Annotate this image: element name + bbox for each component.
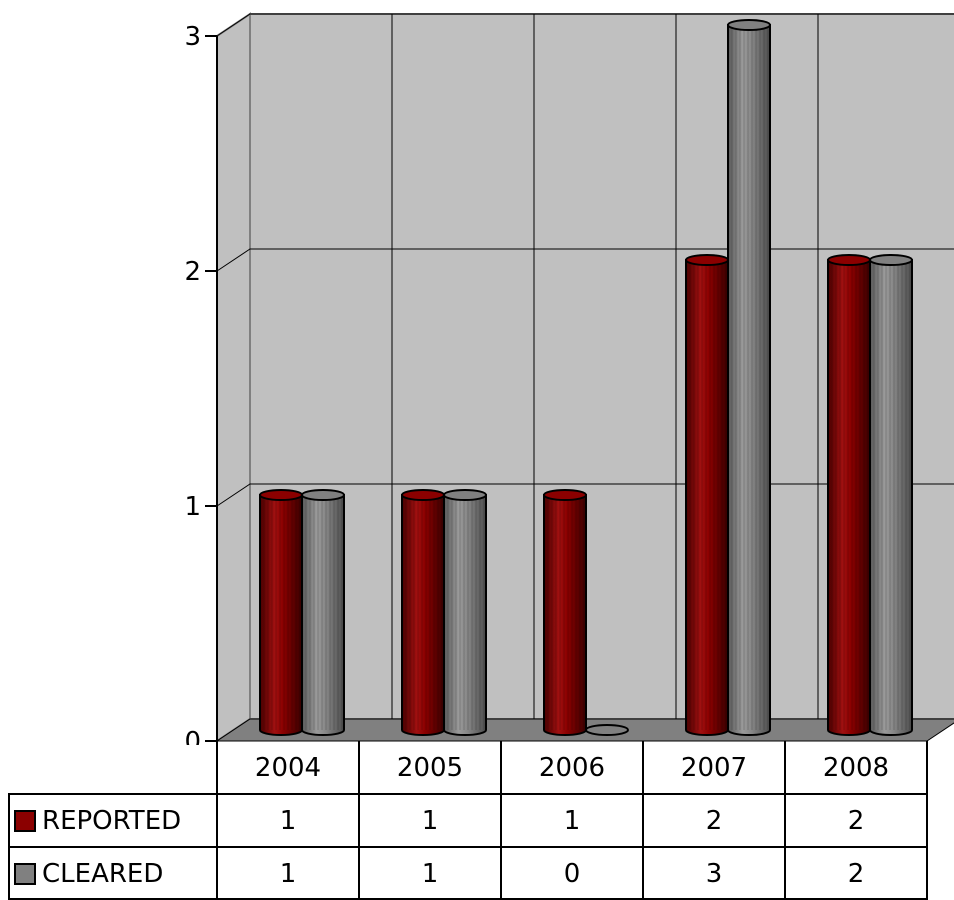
- bar-body: [727, 24, 771, 736]
- legend-label: CLEARED: [42, 858, 164, 889]
- table-vline: [216, 741, 218, 900]
- table-vline: [358, 741, 360, 900]
- bar-cleared-2004: [301, 489, 345, 736]
- bar-top: [685, 254, 729, 266]
- legend-swatch: [14, 862, 36, 885]
- x-tick-label: 2008: [822, 752, 890, 783]
- data-label: 1: [279, 805, 297, 836]
- legend-swatch: [14, 809, 36, 832]
- bar-top: [259, 489, 303, 501]
- gridline: [216, 13, 954, 37]
- gridline: [216, 248, 954, 272]
- bar-reported-2004: [259, 489, 303, 736]
- table-vline: [500, 741, 502, 900]
- bar-top: [401, 489, 445, 501]
- bar-top: [869, 254, 913, 266]
- bar-top: [727, 19, 771, 31]
- data-label: 1: [279, 858, 297, 889]
- bar-reported-2005: [401, 489, 445, 736]
- data-label: 2: [705, 805, 723, 836]
- legend-label: REPORTED: [42, 805, 182, 836]
- y-axis: 0 1 2 3: [184, 22, 218, 745]
- data-label: 1: [563, 805, 581, 836]
- bar-top: [543, 489, 587, 501]
- data-label: 3: [705, 858, 723, 889]
- data-label: 1: [421, 858, 439, 889]
- data-label: 0: [563, 858, 581, 889]
- chart-plot: 0 1 2 3: [184, 12, 954, 745]
- x-tick-label: 2006: [538, 752, 606, 783]
- bar-reported-2008: [827, 254, 871, 736]
- bar-reported-2006: [543, 489, 587, 736]
- data-label: 2: [847, 805, 865, 836]
- bar-body: [443, 494, 487, 736]
- bar-reported-2007: [685, 254, 729, 736]
- legend-entry: REPORTED: [8, 794, 217, 847]
- data-label: 1: [421, 805, 439, 836]
- data-label: 2: [847, 858, 865, 889]
- side-wall: [216, 12, 251, 743]
- bar-top: [827, 254, 871, 266]
- table-hline: [8, 793, 927, 795]
- x-tick-label: 2005: [396, 752, 464, 783]
- bar-top: [301, 489, 345, 501]
- legend-entry: CLEARED: [8, 847, 217, 900]
- bar-top: [443, 489, 487, 501]
- table-vline: [926, 741, 928, 900]
- y-tick-label: 2: [184, 257, 201, 287]
- y-tick-label: 3: [184, 22, 201, 52]
- table-vline: [642, 741, 644, 900]
- y-tick-label: 0: [184, 727, 201, 745]
- bar-body: [869, 259, 913, 736]
- table-vline: [784, 741, 786, 900]
- bar-cleared-2008: [869, 254, 913, 736]
- x-tick-label: 2007: [680, 752, 748, 783]
- y-tick-label: 1: [184, 492, 201, 522]
- x-tick-label: 2004: [254, 752, 322, 783]
- bar-cleared-2006: [585, 724, 629, 736]
- table-vline: [8, 794, 10, 900]
- bar-cleared-2005: [443, 489, 487, 736]
- chart-bars: [259, 19, 913, 736]
- bar-top: [585, 724, 629, 736]
- bar-body: [301, 494, 345, 736]
- bar-cleared-2007: [727, 19, 771, 736]
- table-hline: [8, 846, 927, 848]
